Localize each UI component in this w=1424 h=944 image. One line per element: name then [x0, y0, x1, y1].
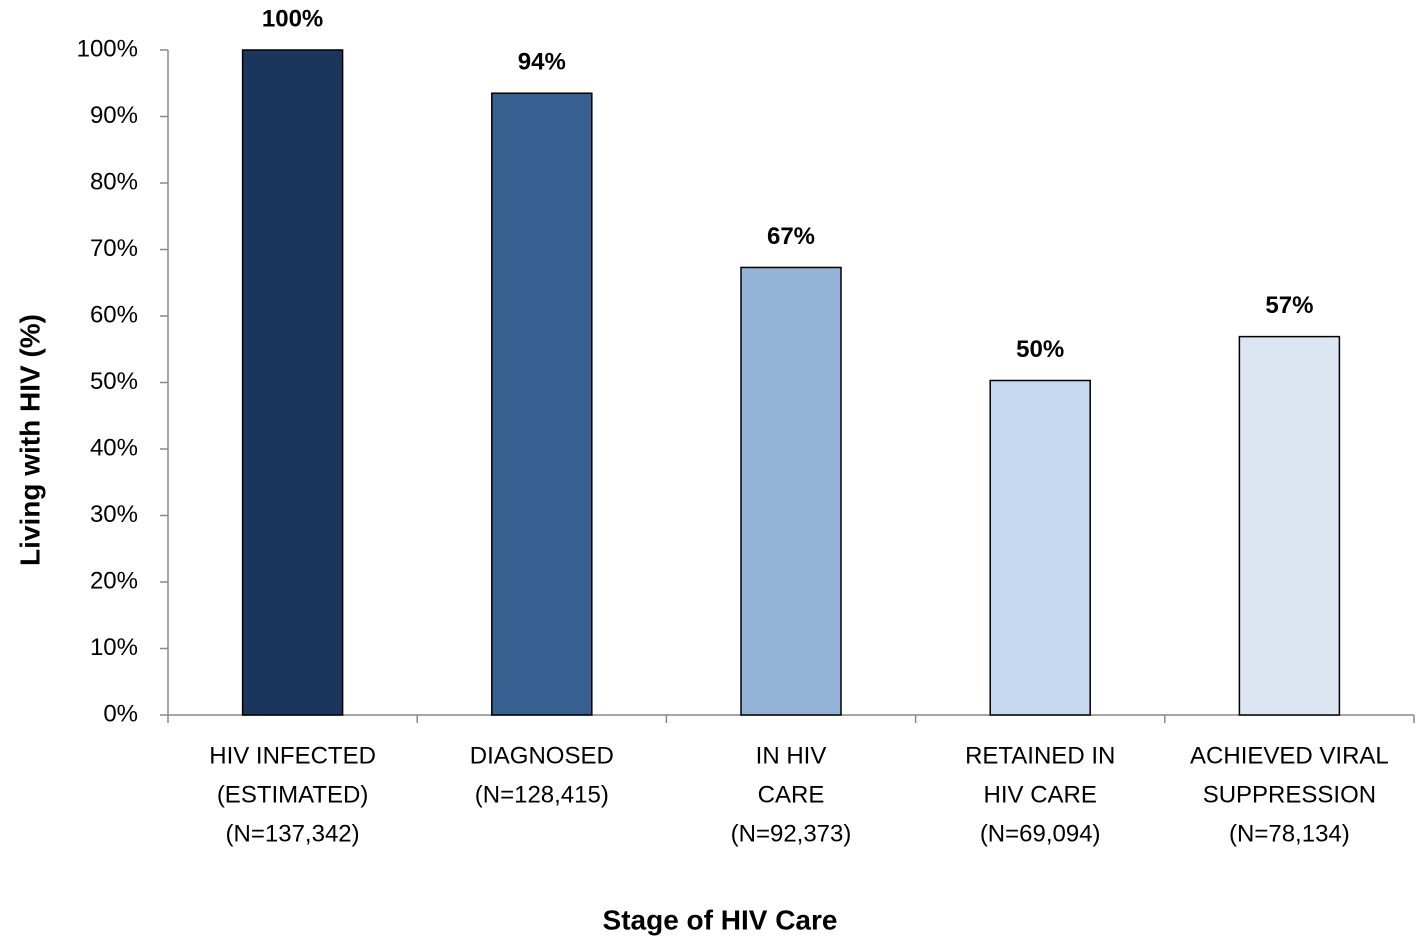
data-label: 100%	[262, 5, 323, 32]
x-axis-title: Stage of HIV Care	[603, 904, 838, 935]
x-tick-label: HIV CARE	[984, 781, 1097, 808]
x-tick-label: (ESTIMATED)	[217, 781, 369, 808]
data-label: 57%	[1265, 292, 1313, 319]
y-tick-label: 40%	[90, 434, 138, 461]
data-label: 94%	[518, 49, 566, 76]
bar	[491, 92, 593, 716]
x-tick-label: DIAGNOSED	[470, 742, 614, 769]
x-tick-label: SUPPRESSION	[1203, 781, 1376, 808]
y-tick-label: 60%	[90, 301, 138, 328]
x-tick-label: IN HIV	[756, 742, 827, 769]
y-tick-label: 80%	[90, 168, 138, 195]
x-tick-label: (N=69,094)	[980, 820, 1101, 847]
y-tick-label: 50%	[90, 368, 138, 395]
x-tick-label: RETAINED IN	[965, 742, 1115, 769]
bar	[989, 379, 1091, 716]
y-tick-label: 70%	[90, 235, 138, 262]
y-tick-label: 90%	[90, 102, 138, 129]
bar	[241, 49, 344, 716]
y-tick-label: 30%	[90, 501, 138, 528]
x-tick-label: (N=137,342)	[226, 820, 360, 847]
x-tick-label: (N=78,134)	[1229, 820, 1350, 847]
x-tick-label: (N=128,415)	[475, 781, 609, 808]
y-tick-label: 20%	[90, 567, 138, 594]
x-tick-label: ACHIEVED VIRAL	[1190, 742, 1389, 769]
y-tick-label: 100%	[77, 35, 138, 62]
bar	[1238, 335, 1341, 716]
x-tick-label: CARE	[758, 781, 825, 808]
data-label: 50%	[1016, 336, 1064, 363]
x-tick-label: HIV INFECTED	[209, 742, 376, 769]
y-tick-label: 10%	[90, 634, 138, 661]
y-axis-title: Living with HIV (%)	[14, 314, 45, 566]
x-tick-label: (N=92,373)	[731, 820, 852, 847]
bar	[740, 266, 842, 716]
data-label: 67%	[767, 223, 815, 250]
y-tick-label: 0%	[103, 700, 138, 727]
